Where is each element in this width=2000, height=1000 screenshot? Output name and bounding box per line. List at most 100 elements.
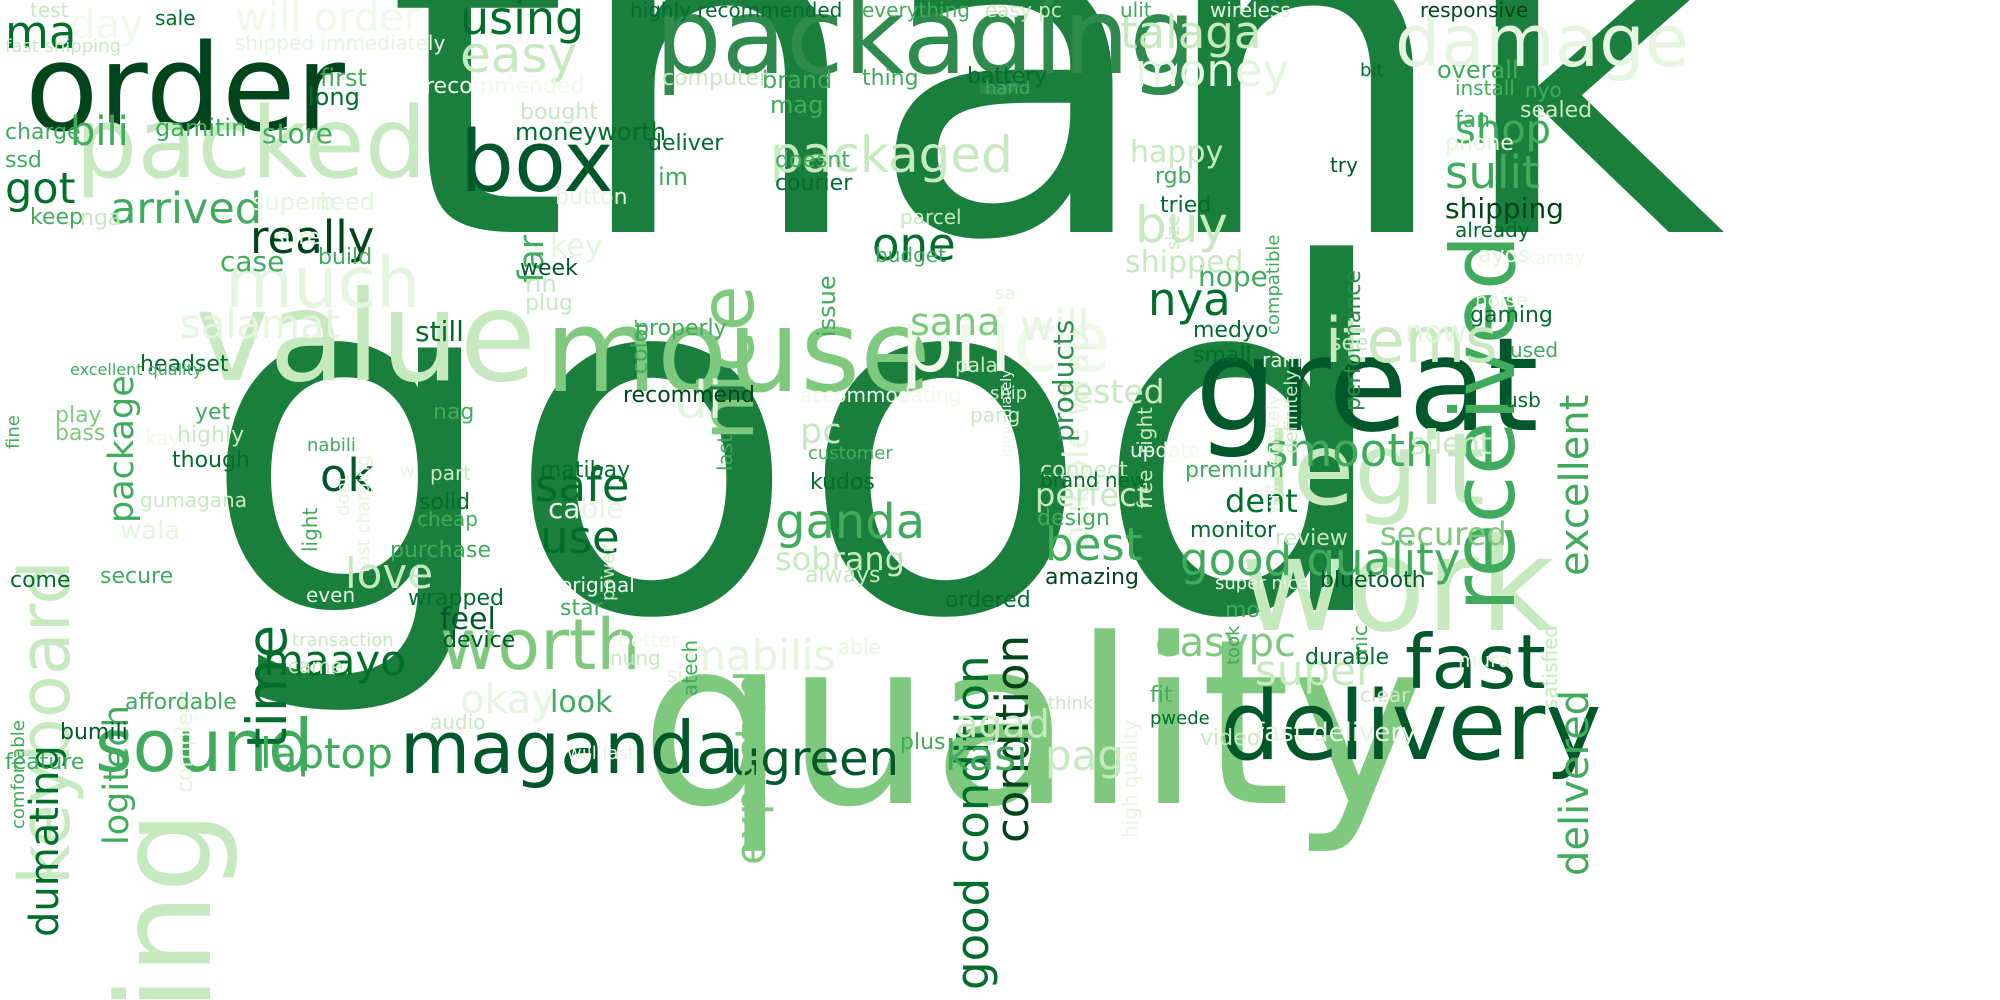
word-dont: dont xyxy=(333,475,354,516)
word-excellent: excellent xyxy=(1552,394,1598,576)
word-bluetooth: bluetooth xyxy=(1320,568,1426,593)
word-thank: thank xyxy=(385,0,1726,343)
word-case: case xyxy=(220,245,285,278)
word-review: review xyxy=(1275,526,1348,551)
word-smooth: smooth xyxy=(1265,424,1434,477)
word-button: button xyxy=(555,185,628,210)
word-responsive: responsive xyxy=(1420,0,1529,22)
word-mabilis: mabilis xyxy=(685,631,836,680)
word-computer: computer xyxy=(662,66,769,91)
word-good: good xyxy=(200,165,1397,724)
word-one: one xyxy=(872,218,956,271)
word-fan: fan xyxy=(1455,108,1491,133)
word-fast-shipping: fast shipping xyxy=(5,36,121,57)
word-nyo: nyo xyxy=(1525,78,1562,102)
word-w: w xyxy=(400,461,415,482)
word-pang: pang xyxy=(970,403,1021,427)
word-better: better xyxy=(618,628,680,652)
word-wala: wala xyxy=(120,516,181,546)
word-excellent-quality: excellent quality xyxy=(70,360,203,379)
word-recommend: recommend xyxy=(623,383,755,408)
word-delivery: delivery xyxy=(1220,672,1602,782)
word-secure: secure xyxy=(100,564,174,589)
word-maganda: maganda xyxy=(400,706,740,790)
word-gaming: gaming xyxy=(1470,303,1553,328)
word-part: part xyxy=(430,461,472,485)
word-best: best xyxy=(1045,518,1143,571)
word-expected: expected xyxy=(726,670,775,865)
word-sulit: sulit xyxy=(1445,146,1540,199)
word-great: great xyxy=(1195,309,1539,461)
word-superb: superb xyxy=(252,188,335,216)
word-mo: mo xyxy=(1225,598,1260,623)
word-week: week xyxy=(520,256,578,281)
word-able: able xyxy=(838,635,881,659)
word-sa: sa xyxy=(995,283,1016,304)
word-still: still xyxy=(415,315,464,348)
word-salamat: salamat xyxy=(180,302,341,348)
word-arrived: arrived xyxy=(110,184,263,234)
word-star: star xyxy=(560,596,603,621)
word-monitor: monitor xyxy=(1190,518,1277,543)
word-fine: fine xyxy=(3,415,24,449)
word-parcel: parcel xyxy=(900,205,962,229)
word-amazing: amazing xyxy=(1045,565,1139,590)
word-happy: happy xyxy=(1130,135,1224,170)
word-nabili: nabili xyxy=(307,435,356,456)
word-using: using xyxy=(460,0,585,45)
word-premium: premium xyxy=(1185,458,1284,483)
word-atech: atech xyxy=(678,639,702,696)
word-damage: damage xyxy=(1395,0,1690,83)
word-kamay: kamay xyxy=(1525,248,1586,269)
word-package: package xyxy=(102,375,142,523)
word-bought: bought xyxy=(520,100,598,125)
word-color: color xyxy=(628,319,653,374)
word-legit: legit xyxy=(1265,411,1485,528)
word-really: really xyxy=(250,211,375,264)
word-maayo: maayo xyxy=(263,636,406,685)
word-battery: battery xyxy=(967,64,1048,89)
word-brand: brand xyxy=(762,66,833,94)
word-come: come xyxy=(10,568,71,593)
word-si: si xyxy=(667,663,683,687)
word-high-quality: high quality xyxy=(1118,719,1142,838)
word-pag: pag xyxy=(1045,731,1125,780)
word-matibay: matibay xyxy=(540,458,631,483)
word-shop: shop xyxy=(1455,107,1552,153)
word-secured: secured xyxy=(1380,515,1507,553)
word-sound: sound xyxy=(95,704,314,788)
word-durable: durable xyxy=(1305,645,1390,670)
word-shipped-immediately: shipped immediately xyxy=(235,31,446,55)
word-ssd: ssd xyxy=(5,148,42,173)
word-will-last: will last xyxy=(567,743,635,764)
word-solid: solid xyxy=(419,490,471,515)
word-see: see xyxy=(1330,331,1369,356)
word-fast-charging: fast charging xyxy=(353,454,374,573)
word-wrapped: wrapped xyxy=(408,586,504,611)
word-fit: fit xyxy=(1150,683,1173,708)
word-sale: sale xyxy=(155,6,196,30)
word-doesnt: doesnt xyxy=(775,148,850,173)
word-packed: packed xyxy=(75,87,427,201)
word-sure: sure xyxy=(273,225,321,250)
word-im: im xyxy=(658,163,689,191)
word-noise: noise xyxy=(1475,288,1529,312)
word-charge: charge xyxy=(5,120,81,145)
word-size: size xyxy=(1163,215,1184,250)
word-nga: nga xyxy=(80,206,122,231)
word-di: di xyxy=(675,371,723,431)
word-plug: plug xyxy=(525,291,573,316)
word-ulit: ulit xyxy=(1120,0,1152,22)
word-fast: fast xyxy=(1405,618,1546,706)
word-nag: nag xyxy=(433,400,475,425)
word-tested: tested xyxy=(1060,372,1165,411)
word-love: love xyxy=(345,549,434,598)
word-though: though xyxy=(172,448,250,473)
word-p: p xyxy=(1253,609,1274,621)
word-sobrang: sobrang xyxy=(775,540,905,578)
word-bili: bili xyxy=(70,109,129,155)
word-sana: sana xyxy=(910,300,1001,344)
word-overall: overall xyxy=(1437,56,1519,84)
word-kasi: kasi xyxy=(945,731,1028,780)
